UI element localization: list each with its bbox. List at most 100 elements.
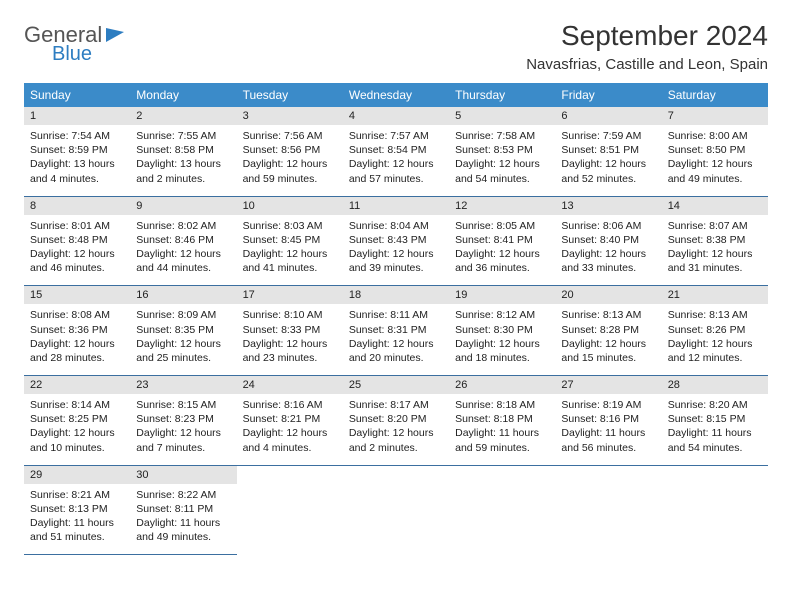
sunrise-text: Sunrise: 7:54 AM: [30, 129, 124, 143]
sunrise-text: Sunrise: 8:19 AM: [561, 398, 655, 412]
calendar-cell: 19Sunrise: 8:12 AMSunset: 8:30 PMDayligh…: [449, 286, 555, 376]
header: General Blue September 2024 Navasfrias, …: [24, 20, 768, 73]
day-details: Sunrise: 8:12 AMSunset: 8:30 PMDaylight:…: [449, 304, 555, 375]
calendar-cell: 13Sunrise: 8:06 AMSunset: 8:40 PMDayligh…: [555, 196, 661, 286]
sunrise-text: Sunrise: 7:55 AM: [136, 129, 230, 143]
day-number: 23: [130, 376, 236, 394]
daylight-text: Daylight: 12 hours and 4 minutes.: [243, 426, 337, 454]
sunrise-text: Sunrise: 8:08 AM: [30, 308, 124, 322]
sunrise-text: Sunrise: 8:07 AM: [668, 219, 762, 233]
day-details: Sunrise: 8:20 AMSunset: 8:15 PMDaylight:…: [662, 394, 768, 465]
sunset-text: Sunset: 8:46 PM: [136, 233, 230, 247]
calendar-cell: 1Sunrise: 7:54 AMSunset: 8:59 PMDaylight…: [24, 107, 130, 196]
calendar-cell: 21Sunrise: 8:13 AMSunset: 8:26 PMDayligh…: [662, 286, 768, 376]
logo-line2: Blue: [52, 44, 102, 64]
calendar-cell: 17Sunrise: 8:10 AMSunset: 8:33 PMDayligh…: [237, 286, 343, 376]
sunrise-text: Sunrise: 8:04 AM: [349, 219, 443, 233]
daylight-text: Daylight: 12 hours and 2 minutes.: [349, 426, 443, 454]
day-details: Sunrise: 8:05 AMSunset: 8:41 PMDaylight:…: [449, 215, 555, 286]
sunset-text: Sunset: 8:26 PM: [668, 323, 762, 337]
sunrise-text: Sunrise: 8:18 AM: [455, 398, 549, 412]
calendar-cell: 7Sunrise: 8:00 AMSunset: 8:50 PMDaylight…: [662, 107, 768, 196]
daylight-text: Daylight: 12 hours and 12 minutes.: [668, 337, 762, 365]
daylight-text: Daylight: 12 hours and 23 minutes.: [243, 337, 337, 365]
sunset-text: Sunset: 8:40 PM: [561, 233, 655, 247]
day-header: Monday: [130, 83, 236, 107]
sunset-text: Sunset: 8:48 PM: [30, 233, 124, 247]
day-header-row: SundayMondayTuesdayWednesdayThursdayFrid…: [24, 83, 768, 107]
calendar-body: 1Sunrise: 7:54 AMSunset: 8:59 PMDaylight…: [24, 107, 768, 555]
calendar-cell-empty: [237, 465, 343, 555]
calendar-row: 22Sunrise: 8:14 AMSunset: 8:25 PMDayligh…: [24, 376, 768, 466]
calendar-cell-empty: [555, 465, 661, 555]
calendar-cell: 15Sunrise: 8:08 AMSunset: 8:36 PMDayligh…: [24, 286, 130, 376]
calendar-cell: 24Sunrise: 8:16 AMSunset: 8:21 PMDayligh…: [237, 376, 343, 466]
day-details: Sunrise: 7:59 AMSunset: 8:51 PMDaylight:…: [555, 125, 661, 196]
sunrise-text: Sunrise: 8:03 AM: [243, 219, 337, 233]
day-details: Sunrise: 8:15 AMSunset: 8:23 PMDaylight:…: [130, 394, 236, 465]
daylight-text: Daylight: 12 hours and 41 minutes.: [243, 247, 337, 275]
day-details: Sunrise: 8:10 AMSunset: 8:33 PMDaylight:…: [237, 304, 343, 375]
day-number: 16: [130, 286, 236, 304]
sunrise-text: Sunrise: 8:15 AM: [136, 398, 230, 412]
sunset-text: Sunset: 8:43 PM: [349, 233, 443, 247]
day-details: Sunrise: 7:54 AMSunset: 8:59 PMDaylight:…: [24, 125, 130, 196]
page-title: September 2024: [526, 20, 768, 52]
day-details: Sunrise: 8:19 AMSunset: 8:16 PMDaylight:…: [555, 394, 661, 465]
day-details: Sunrise: 8:09 AMSunset: 8:35 PMDaylight:…: [130, 304, 236, 375]
daylight-text: Daylight: 12 hours and 28 minutes.: [30, 337, 124, 365]
day-number: 12: [449, 197, 555, 215]
calendar-cell: 29Sunrise: 8:21 AMSunset: 8:13 PMDayligh…: [24, 465, 130, 555]
day-number: 20: [555, 286, 661, 304]
calendar-cell: 26Sunrise: 8:18 AMSunset: 8:18 PMDayligh…: [449, 376, 555, 466]
day-details: Sunrise: 8:00 AMSunset: 8:50 PMDaylight:…: [662, 125, 768, 196]
sunset-text: Sunset: 8:54 PM: [349, 143, 443, 157]
calendar-cell: 2Sunrise: 7:55 AMSunset: 8:58 PMDaylight…: [130, 107, 236, 196]
daylight-text: Daylight: 12 hours and 46 minutes.: [30, 247, 124, 275]
sunset-text: Sunset: 8:25 PM: [30, 412, 124, 426]
day-header: Tuesday: [237, 83, 343, 107]
calendar-cell: 14Sunrise: 8:07 AMSunset: 8:38 PMDayligh…: [662, 196, 768, 286]
title-block: September 2024 Navasfrias, Castille and …: [526, 20, 768, 73]
daylight-text: Daylight: 12 hours and 49 minutes.: [668, 157, 762, 185]
day-details: Sunrise: 8:21 AMSunset: 8:13 PMDaylight:…: [24, 484, 130, 555]
day-number: 27: [555, 376, 661, 394]
sunrise-text: Sunrise: 8:02 AM: [136, 219, 230, 233]
calendar-row: 29Sunrise: 8:21 AMSunset: 8:13 PMDayligh…: [24, 465, 768, 555]
daylight-text: Daylight: 12 hours and 59 minutes.: [243, 157, 337, 185]
daylight-text: Daylight: 13 hours and 4 minutes.: [30, 157, 124, 185]
day-details: Sunrise: 8:11 AMSunset: 8:31 PMDaylight:…: [343, 304, 449, 375]
daylight-text: Daylight: 11 hours and 59 minutes.: [455, 426, 549, 454]
sunset-text: Sunset: 8:51 PM: [561, 143, 655, 157]
sunset-text: Sunset: 8:11 PM: [136, 502, 230, 516]
sunrise-text: Sunrise: 8:05 AM: [455, 219, 549, 233]
sunrise-text: Sunrise: 8:20 AM: [668, 398, 762, 412]
day-details: Sunrise: 8:22 AMSunset: 8:11 PMDaylight:…: [130, 484, 236, 555]
sunset-text: Sunset: 8:33 PM: [243, 323, 337, 337]
sunset-text: Sunset: 8:21 PM: [243, 412, 337, 426]
day-number: 17: [237, 286, 343, 304]
daylight-text: Daylight: 11 hours and 49 minutes.: [136, 516, 230, 544]
calendar-cell: 30Sunrise: 8:22 AMSunset: 8:11 PMDayligh…: [130, 465, 236, 555]
day-details: Sunrise: 8:08 AMSunset: 8:36 PMDaylight:…: [24, 304, 130, 375]
day-details: Sunrise: 8:02 AMSunset: 8:46 PMDaylight:…: [130, 215, 236, 286]
sunset-text: Sunset: 8:50 PM: [668, 143, 762, 157]
calendar-cell: 8Sunrise: 8:01 AMSunset: 8:48 PMDaylight…: [24, 196, 130, 286]
daylight-text: Daylight: 12 hours and 52 minutes.: [561, 157, 655, 185]
sunset-text: Sunset: 8:31 PM: [349, 323, 443, 337]
day-header: Sunday: [24, 83, 130, 107]
daylight-text: Daylight: 12 hours and 10 minutes.: [30, 426, 124, 454]
day-details: Sunrise: 7:56 AMSunset: 8:56 PMDaylight:…: [237, 125, 343, 196]
calendar-row: 15Sunrise: 8:08 AMSunset: 8:36 PMDayligh…: [24, 286, 768, 376]
sunrise-text: Sunrise: 8:06 AM: [561, 219, 655, 233]
location-subtitle: Navasfrias, Castille and Leon, Spain: [526, 56, 768, 73]
day-number: 30: [130, 466, 236, 484]
sunrise-text: Sunrise: 8:13 AM: [668, 308, 762, 322]
logo: General Blue: [24, 24, 124, 64]
sunrise-text: Sunrise: 8:12 AM: [455, 308, 549, 322]
day-number: 15: [24, 286, 130, 304]
sunset-text: Sunset: 8:18 PM: [455, 412, 549, 426]
sunset-text: Sunset: 8:35 PM: [136, 323, 230, 337]
day-number: 5: [449, 107, 555, 125]
daylight-text: Daylight: 12 hours and 33 minutes.: [561, 247, 655, 275]
